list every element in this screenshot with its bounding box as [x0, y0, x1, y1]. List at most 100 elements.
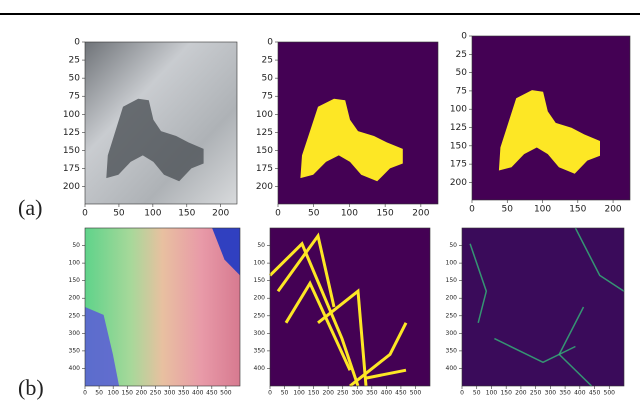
y-tick-label: 75 [262, 92, 273, 102]
heat-streak [469, 243, 488, 323]
x-tick-label: 50 [113, 209, 125, 219]
y-tick-label: 50 [449, 242, 457, 249]
x-tick-label: 150 [308, 390, 320, 397]
y-tick-label: 300 [446, 330, 458, 337]
x-tick-label: 100 [341, 209, 358, 219]
x-tick-label: 200 [515, 390, 527, 397]
y-tick-label: 175 [450, 160, 467, 170]
ship-track [317, 288, 368, 387]
y-tick-label: 0 [74, 38, 80, 48]
x-tick-label: 50 [95, 390, 103, 397]
y-tick-label: 75 [456, 86, 467, 96]
panel-frame [84, 227, 241, 387]
x-tick-label: 300 [545, 390, 557, 397]
y-tick-label: 300 [254, 330, 266, 337]
x-tick-label: 50 [281, 390, 289, 397]
x-tick-label: 50 [502, 205, 514, 215]
y-tick-label: 50 [69, 74, 81, 84]
y-tick-label: 100 [256, 110, 273, 120]
x-tick-label: 0 [469, 205, 475, 215]
y-tick-label: 200 [446, 295, 458, 302]
heat-streak [574, 227, 625, 292]
x-tick-label: 200 [604, 205, 621, 215]
y-tick-label: 150 [450, 141, 467, 151]
x-tick-label: 0 [83, 390, 87, 397]
y-tick-label: 75 [69, 92, 80, 102]
y-tick-label: 25 [69, 56, 80, 66]
panel-frame [461, 227, 625, 387]
x-tick-label: 150 [178, 209, 195, 219]
mask-region [300, 98, 403, 182]
y-tick-label: 25 [262, 56, 273, 66]
heat-streak [494, 337, 576, 364]
panel-frame [277, 41, 439, 205]
x-tick-label: 400 [574, 390, 586, 397]
mask-background [278, 42, 438, 204]
x-tick-label: 150 [122, 390, 134, 397]
ship-track [284, 280, 352, 371]
x-tick-label: 50 [308, 209, 320, 219]
x-tick-label: 300 [164, 390, 176, 397]
x-tick-label: 0 [82, 209, 88, 219]
x-tick-label: 400 [192, 390, 204, 397]
x-tick-label: 100 [534, 205, 551, 215]
x-tick-label: 150 [500, 390, 512, 397]
x-tick-label: 500 [410, 390, 422, 397]
y-tick-label: 0 [267, 38, 273, 48]
x-tick-label: 500 [220, 390, 232, 397]
y-tick-label: 175 [63, 164, 80, 174]
y-tick-label: 100 [63, 110, 80, 120]
x-tick-label: 350 [366, 390, 378, 397]
x-tick-label: 250 [530, 390, 542, 397]
ship-track [268, 241, 360, 387]
x-tick-label: 0 [268, 390, 272, 397]
ship-track [276, 232, 336, 308]
y-tick-label: 400 [446, 365, 458, 372]
x-tick-label: 50 [473, 390, 481, 397]
y-tick-label: 125 [63, 128, 80, 138]
y-tick-label: 50 [456, 68, 468, 78]
y-tick-label: 400 [254, 365, 266, 372]
x-tick-label: 0 [275, 209, 281, 219]
x-tick-label: 350 [178, 390, 190, 397]
x-tick-label: 250 [150, 390, 162, 397]
y-tick-label: 350 [69, 347, 81, 354]
x-tick-label: 400 [381, 390, 393, 397]
y-tick-label: 0 [461, 32, 467, 42]
y-tick-label: 200 [254, 295, 266, 302]
x-tick-label: 100 [107, 390, 119, 397]
ship-track [365, 368, 407, 380]
prediction-region [498, 90, 600, 174]
y-tick-label: 175 [256, 164, 273, 174]
y-tick-label: 100 [69, 260, 81, 267]
x-tick-label: 150 [569, 205, 586, 215]
y-tick-label: 125 [256, 128, 273, 138]
blue-corner [212, 228, 240, 276]
ship-track [349, 322, 408, 388]
y-tick-label: 125 [450, 123, 467, 133]
panel-frame [269, 227, 431, 387]
x-tick-label: 250 [337, 390, 349, 397]
x-tick-label: 450 [206, 390, 218, 397]
y-tick-label: 25 [456, 50, 467, 60]
x-tick-label: 450 [589, 390, 601, 397]
y-tick-label: 350 [254, 347, 266, 354]
x-tick-label: 500 [604, 390, 616, 397]
y-tick-label: 150 [63, 146, 80, 156]
y-tick-label: 50 [257, 242, 265, 249]
row-label: (a) [18, 195, 42, 220]
x-tick-label: 450 [395, 390, 407, 397]
x-tick-label: 200 [212, 209, 229, 219]
x-tick-label: 300 [352, 390, 364, 397]
blue-region [85, 307, 120, 386]
y-tick-label: 100 [446, 260, 458, 267]
y-tick-label: 200 [450, 178, 467, 188]
y-tick-label: 200 [69, 295, 81, 302]
satellite-image [85, 42, 237, 204]
x-tick-label: 0 [460, 390, 464, 397]
y-tick-label: 400 [69, 365, 81, 372]
x-tick-label: 200 [412, 209, 429, 219]
y-tick-label: 100 [450, 105, 467, 115]
y-tick-label: 50 [72, 242, 80, 249]
